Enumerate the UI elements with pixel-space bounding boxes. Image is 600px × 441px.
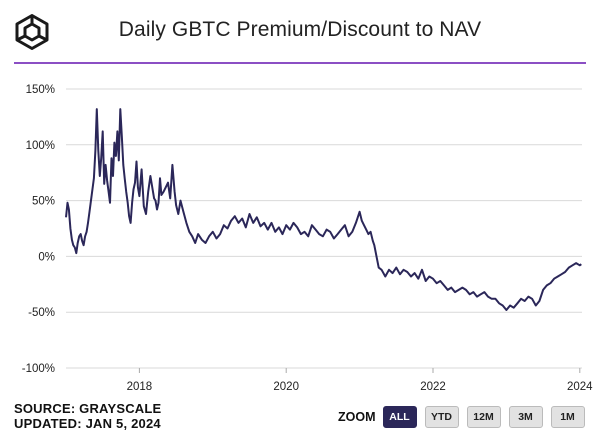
zoom-12m-button[interactable]: 12M: [466, 406, 501, 428]
series-line: [65, 108, 582, 311]
zoom-3m-button[interactable]: 3M: [508, 406, 543, 428]
gridlines: [66, 88, 582, 369]
x-tick-label: 2022: [420, 381, 446, 393]
y-tick-label: -50%: [28, 307, 55, 319]
x-tick-label: 2024: [567, 381, 593, 393]
zoom-all-button[interactable]: ALL: [382, 406, 417, 428]
chart-title: Daily GBTC Premium/Discount to NAV: [118, 18, 482, 41]
grayscale-cube-icon: [15, 14, 49, 50]
source-text: SOURCE: GRAYSCALE: [14, 401, 162, 416]
x-tick-label: 2020: [273, 381, 299, 393]
y-tick-label: 150%: [26, 84, 55, 96]
y-tick-label: 0%: [38, 251, 55, 263]
title-divider: [14, 62, 586, 64]
zoom-ytd-button[interactable]: YTD: [424, 406, 459, 428]
zoom-label: ZOOM: [338, 410, 376, 424]
y-tick-label: -100%: [22, 363, 55, 375]
series-layer: [65, 108, 582, 311]
y-axis-ticks: -100% -50% 0% 50% 100% 150%: [22, 84, 55, 375]
x-tick-label: 2018: [127, 381, 153, 393]
y-tick-label: 50%: [32, 196, 55, 208]
chart-area: -100% -50% 0% 50% 100% 150% 2018 2020 2022 2024: [22, 84, 593, 393]
updated-text: UPDATED: JAN 5, 2024: [14, 416, 161, 431]
footer-source: SOURCE: GRAYSCALE UPDATED: JAN 5, 2024: [14, 401, 161, 431]
zoom-bar: ZOOM ALL YTD 12M 3M 1M: [338, 406, 585, 428]
zoom-1m-button[interactable]: 1M: [550, 406, 585, 428]
x-axis-ticks: 2018 2020 2022 2024: [127, 368, 593, 393]
y-tick-label: 100%: [26, 140, 55, 152]
